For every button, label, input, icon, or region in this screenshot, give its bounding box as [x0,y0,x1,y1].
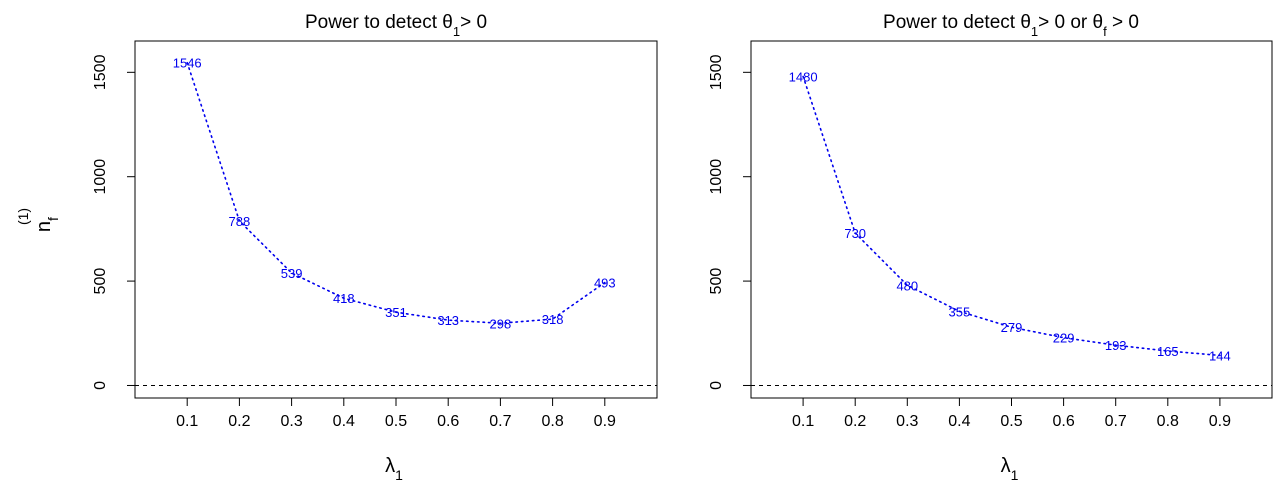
data-label: 144 [1209,348,1231,363]
y-tick-label: 0 [92,381,109,390]
x-tick-label: 0.5 [1000,413,1022,430]
y-tick-label: 1500 [708,54,725,90]
x-tick-label: 0.3 [280,413,302,430]
y-tick-label: 0 [708,381,725,390]
data-label: 730 [844,226,866,241]
data-label: 1546 [173,56,202,71]
panel-1: 0.1 0.2 0.3 0.4 0.5 0.6 0.7 0.8 0.9 0 500 1000 1500 1… [15,12,658,483]
x-tick-label: 0.8 [1157,413,1179,430]
data-label: 418 [333,291,355,306]
x-tick-label: 0.3 [896,413,918,430]
series-line [186,61,606,325]
x-tick-label: 0.6 [437,413,459,430]
data-label: 279 [1001,320,1023,335]
x-tick-label: 0.2 [844,413,866,430]
x-tick-label: 0.4 [948,413,970,430]
y-axis-label: nf(1) [15,208,61,232]
data-label: 318 [542,312,564,327]
y-tick-label: 500 [708,268,725,295]
chart-title: Power to detect θ1> 0 or θf > 0 [883,12,1139,39]
data-label: 298 [490,316,512,331]
y-tick-label: 1500 [92,54,109,90]
y-tick-label: 1000 [92,159,109,195]
x-tick-label: 0.9 [1209,413,1231,430]
panel-2: 0.1 0.2 0.3 0.4 0.5 0.6 0.7 0.8 0.9 0 500 1000 1500 1… [708,12,1273,483]
data-label: 229 [1053,331,1075,346]
x-tick-label: 0.7 [489,413,511,430]
data-label: 355 [949,304,971,319]
x-tick-label: 0.8 [541,413,563,430]
x-tick-label: 0.4 [333,413,355,430]
data-label: 480 [896,278,918,293]
x-tick-label: 0.1 [792,413,814,430]
y-tick-label: 1000 [708,159,725,195]
x-tick-label: 0.9 [594,413,616,430]
plot-frame [750,40,1273,399]
data-label: 539 [281,266,303,281]
x-axis-label: λ1 [1001,455,1019,483]
x-tick-label: 0.5 [385,413,407,430]
chart-title: Power to detect θ1> 0 [305,12,487,39]
series-line [802,75,1221,357]
data-label: 788 [229,214,251,229]
x-tick-label: 0.1 [176,413,198,430]
x-tick-label: 0.7 [1105,413,1127,430]
data-label: 193 [1105,338,1127,353]
x-axis-label: λ1 [385,455,403,483]
data-label: 493 [594,276,616,291]
x-tick-label: 0.6 [1052,413,1074,430]
data-label: 165 [1157,344,1179,359]
y-tick-label: 500 [92,268,109,295]
data-label: 351 [385,305,407,320]
x-tick-label: 0.2 [228,413,250,430]
data-label: 1480 [789,69,818,84]
data-label: 313 [437,313,459,328]
plot-frame [134,40,658,399]
